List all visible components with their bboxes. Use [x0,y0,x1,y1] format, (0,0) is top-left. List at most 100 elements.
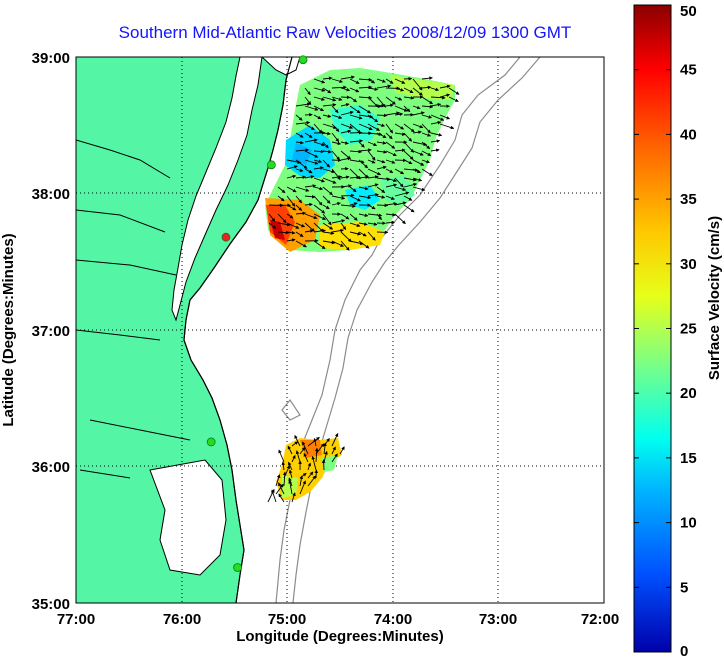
velocity-arrow [277,186,286,194]
velocity-arrow [385,213,396,217]
velocity-arrow [376,132,387,139]
velocity-arrow [322,96,337,102]
velocity-arrow [376,141,387,145]
velocity-arrow [385,177,397,183]
velocity-arrow [282,471,287,487]
velocity-arrow [295,240,307,248]
velocity-arrow [367,114,379,123]
velocity-arrow [412,177,423,182]
velocity-arrow [430,120,442,125]
velocity-arrow [322,213,332,226]
velocity-arrow [358,231,367,237]
velocity-arrow [303,452,309,463]
velocity-arrow [304,138,318,143]
velocity-arrow [349,114,363,120]
velocity-arrow [403,141,415,153]
velocity-arrow [394,105,408,112]
velocity-arrow [421,141,431,150]
x-axis-label: Longitude (Degrees:Minutes) [236,628,444,645]
velocity-arrow [394,201,407,206]
velocity-arrow [421,132,432,137]
velocity-arrow [367,150,376,161]
velocity-arrow [313,222,324,233]
velocity-arrow [288,479,293,495]
velocity-arrow [349,231,362,236]
velocity-arrow [367,168,382,176]
velocity-arrow [288,461,293,471]
velocity-arrow [278,493,285,503]
velocity-arrow [299,447,306,455]
velocity-arrow [322,123,338,130]
colorbar-tick-label: 45 [680,62,697,79]
velocity-arrow [307,471,314,479]
velocity-arrow [448,96,459,102]
velocity-arrow [403,87,414,94]
velocity-arrow [421,85,432,90]
velocity-arrow [439,93,451,98]
velocity-arrow [322,103,337,107]
velocity-arrow [385,111,400,116]
velocity-arrow [313,240,326,250]
velocity-arrow [394,168,405,175]
velocity-arrow [430,87,440,92]
velocity-arrow [349,87,360,93]
velocity-arrow [295,132,304,138]
velocity-arrow [412,150,424,156]
chart-title: Southern Mid-Atlantic Raw Velocities 200… [119,23,572,42]
velocity-arrow [412,78,423,91]
velocity-arrow [385,141,396,149]
velocity-arrow [394,186,407,191]
velocity-arrow [394,112,404,117]
velocity-arrow [286,238,296,242]
colorbar: 0 5 10 15 20 25 30 35 40 45 50 Surface Velocity (c… [633,3,723,659]
velocity-arrow [421,150,432,156]
velocity-arrow [421,104,434,109]
velocity-arrow [394,132,406,136]
radar-station-marker [206,437,216,447]
velocity-arrow [313,114,322,120]
velocity-arrow [322,231,335,235]
velocity-arrow [313,186,324,191]
velocity-arrow [394,191,410,197]
velocity-arrow [295,450,301,463]
velocity-arrow [295,140,304,145]
velocity-arrow [349,202,358,206]
velocity-arrow [313,78,326,84]
velocity-arrow [367,222,378,226]
velocity-arrow [304,159,319,165]
velocity-arrow [322,76,333,81]
velocity-arrow [430,148,440,152]
velocity-arrow [313,228,326,233]
velocity-arrow [430,132,443,137]
pamlico-sound [149,459,227,576]
velocity-arrow [385,195,395,200]
velocity-arrow [295,231,304,237]
velocity-arrow [349,213,358,221]
velocity-arrow [307,475,317,487]
velocity-arrow [304,150,319,158]
velocity-arrow [430,139,441,143]
velocity-arrow [367,204,376,210]
velocity-arrow [448,87,460,95]
velocity-arrow [394,213,406,225]
velocity-arrow [315,443,325,455]
hf-radar-stations [206,55,308,572]
velocity-arrow [439,114,451,120]
colorbar-label: Surface Velocity (cm/s) [706,216,723,380]
velocity-arrow [412,123,424,129]
velocity-arrow [403,159,413,165]
velocity-arrow [367,159,376,164]
radar-station-marker [233,563,242,572]
velocity-arrow [313,204,326,214]
coastline [183,57,293,603]
velocity-arrow [313,213,327,220]
velocity-arrow [340,87,351,92]
velocity-arrow [430,95,446,100]
velocity-arrow [385,150,397,157]
velocity-arrow [291,492,296,503]
velocity-arrow [313,149,325,154]
colorbar-ticks: 0 5 10 15 20 25 30 35 40 45 50 [634,3,697,659]
radar-station-marker [266,160,276,170]
colorbar-tick-label: 5 [680,579,688,596]
velocity-arrow [323,442,327,455]
